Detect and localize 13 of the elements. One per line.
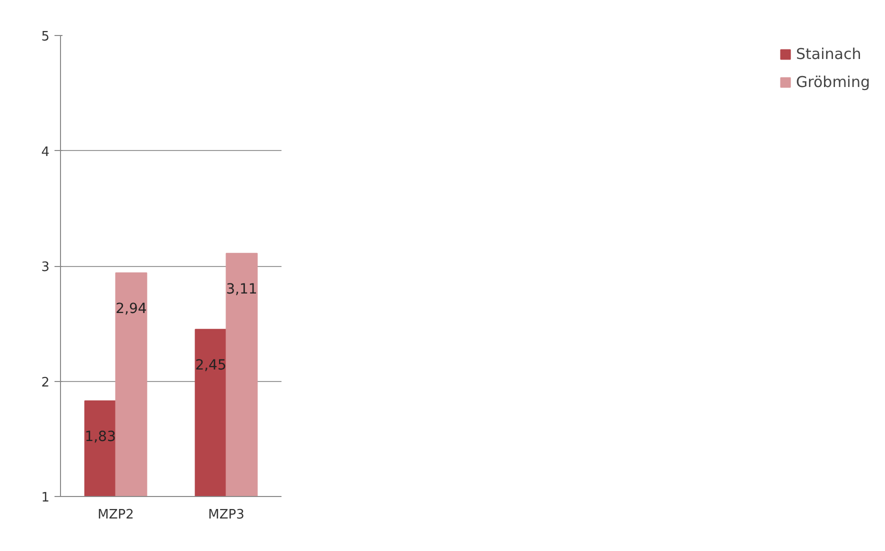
y-tick-label: 3 (41, 260, 50, 275)
x-tick-label: MZP3 (208, 508, 244, 522)
data-label: 2,45 (195, 357, 226, 374)
y-tick-label: 5 (41, 30, 50, 44)
data-label: 2,94 (116, 300, 147, 317)
y-tick-label: 2 (41, 375, 50, 390)
data-label: 3,11 (226, 281, 258, 298)
legend-label: Gröbming (796, 73, 870, 91)
legend-label: Stainach (796, 45, 862, 63)
x-tick-label: MZP2 (98, 508, 134, 522)
y-tick-label: 1 (41, 490, 50, 506)
y-tick-label: 4 (41, 144, 50, 160)
data-label: 1,83 (84, 428, 116, 445)
